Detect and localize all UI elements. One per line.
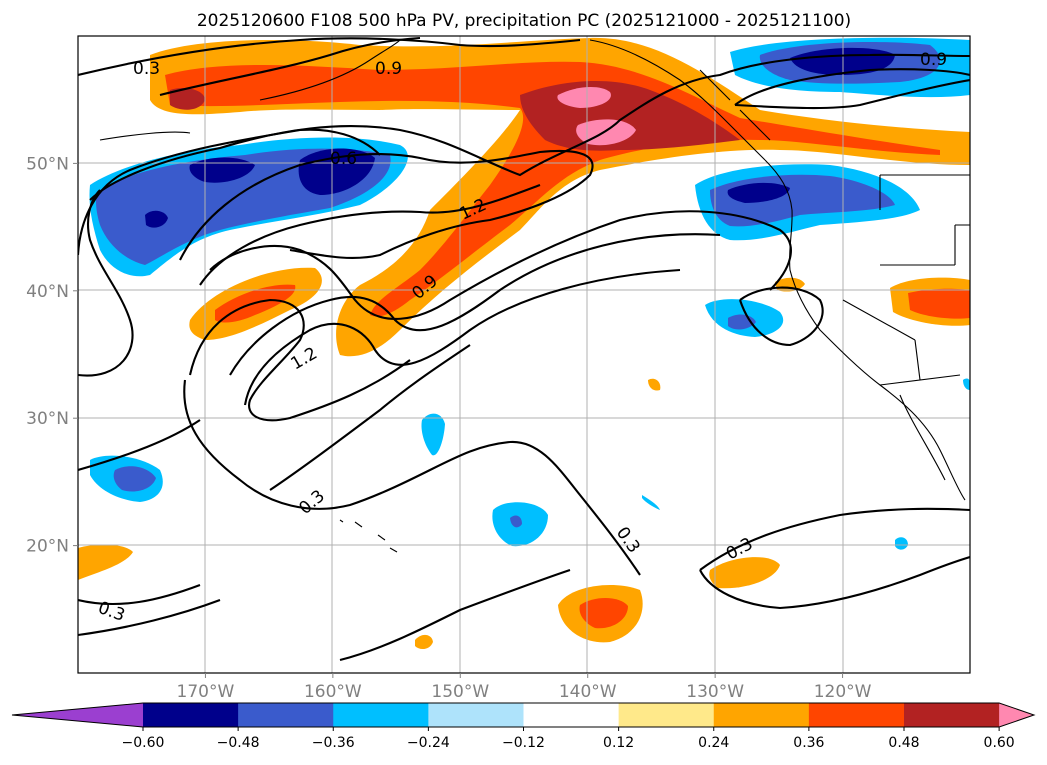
precip-region (145, 210, 168, 228)
colorbar-tick-label: −0.60 (122, 735, 165, 751)
graticule (78, 36, 970, 673)
pv-contour (159, 36, 421, 97)
y-axis: 50°N 40°N 30°N 20°N (26, 154, 78, 557)
precip-region (709, 557, 780, 589)
pv-contour (78, 584, 201, 606)
precip-region (557, 86, 611, 108)
pv-contour (269, 344, 471, 491)
pv-contours (78, 36, 970, 662)
x-tick-label: 160°W (304, 682, 362, 702)
precip-region (579, 597, 628, 629)
pv-contour (183, 379, 641, 576)
x-tick-label: 150°W (431, 682, 489, 702)
x-tick-label: 120°W (814, 682, 872, 702)
colorbar-swatch (238, 703, 334, 727)
coastlines (99, 39, 970, 553)
colorbar-tick-label: 0.12 (603, 735, 634, 751)
precip-region (908, 288, 970, 319)
pv-contour (78, 189, 134, 377)
precip-region (415, 634, 433, 650)
coastline (899, 394, 946, 481)
colorbar-swatch (904, 703, 1000, 727)
precip-region (170, 88, 205, 110)
coastline (699, 69, 771, 141)
colorbar-swatch (618, 703, 715, 727)
pv-contour (699, 507, 970, 571)
x-axis: 170°W 160°W 150°W 140°W 130°W 120°W (177, 673, 872, 702)
colorbar-tick-label: −0.12 (502, 735, 545, 751)
precip-region (165, 61, 940, 317)
coastline (99, 131, 191, 141)
coastline (764, 159, 966, 501)
y-tick-label: 20°N (26, 537, 69, 557)
colorbar-tick-label: −0.24 (407, 735, 450, 751)
precip-region (727, 182, 790, 203)
pv-contour (179, 149, 594, 261)
pv-contour (209, 210, 792, 320)
colorbar-extend-min (12, 703, 143, 727)
colorbar-tick-label: 0.60 (984, 735, 1015, 751)
pv-contour (699, 555, 970, 610)
pv-contour (734, 78, 970, 110)
coastline (259, 39, 401, 101)
coastline (589, 39, 766, 161)
pv-contour (739, 286, 824, 347)
pv-contour (199, 184, 541, 286)
x-tick-label: 170°W (177, 682, 235, 702)
coastline (339, 519, 398, 553)
y-tick-label: 40°N (26, 282, 69, 302)
precip-region (189, 157, 255, 183)
pv-contour (188, 298, 411, 422)
colorbar-tick-label: 0.48 (888, 735, 919, 751)
precip-region (963, 378, 970, 390)
pv-contour (243, 268, 681, 406)
colorbar: −0.60 −0.48 −0.36 −0.24 −0.12 0.12 0.24 0.36 0.4… (11, 702, 1036, 751)
pv-label: 0.9 (375, 59, 402, 79)
y-tick-label: 50°N (26, 154, 69, 174)
colorbar-swatch (333, 703, 429, 727)
pv-contour (78, 599, 221, 637)
precip-region (150, 37, 970, 357)
pv-contour (734, 68, 970, 106)
precip-region (113, 466, 156, 492)
chart-title: 2025120600 F108 500 hPa PV, precipitatio… (197, 11, 851, 31)
precip-region (642, 495, 660, 510)
pv-contour (89, 53, 970, 201)
pv-contour (229, 233, 721, 376)
colorbar-swatch (808, 703, 905, 727)
colorbar-tick-label: 0.36 (793, 735, 824, 751)
precip-region (421, 413, 445, 456)
precip-region (510, 515, 522, 528)
x-tick-label: 140°W (559, 682, 617, 702)
y-tick-label: 30°N (26, 409, 69, 429)
colorbar-swatch (428, 703, 524, 727)
pv-contour (78, 419, 201, 472)
colorbar-swatch (523, 703, 620, 727)
pv-label: 0.9 (920, 50, 947, 70)
pv-label: 0.3 (133, 59, 160, 79)
colorbar-swatch (713, 703, 810, 727)
coastline (842, 174, 970, 386)
pv-label: 0.6 (330, 149, 357, 169)
map-frame (77, 35, 971, 674)
colorbar-extend-max (999, 703, 1034, 727)
colorbar-tick-label: −0.36 (312, 735, 355, 751)
pv-contour (339, 569, 571, 662)
x-tick-label: 130°W (686, 682, 744, 702)
precip-region (648, 378, 661, 391)
pv-contour (78, 128, 381, 256)
colorbar-tick-label: 0.24 (698, 735, 729, 751)
pv-contour (78, 37, 581, 77)
precip-region (78, 544, 133, 580)
colorbar-swatch (143, 703, 239, 727)
colorbar-tick-label: −0.48 (217, 735, 260, 751)
precip-region (895, 537, 908, 550)
